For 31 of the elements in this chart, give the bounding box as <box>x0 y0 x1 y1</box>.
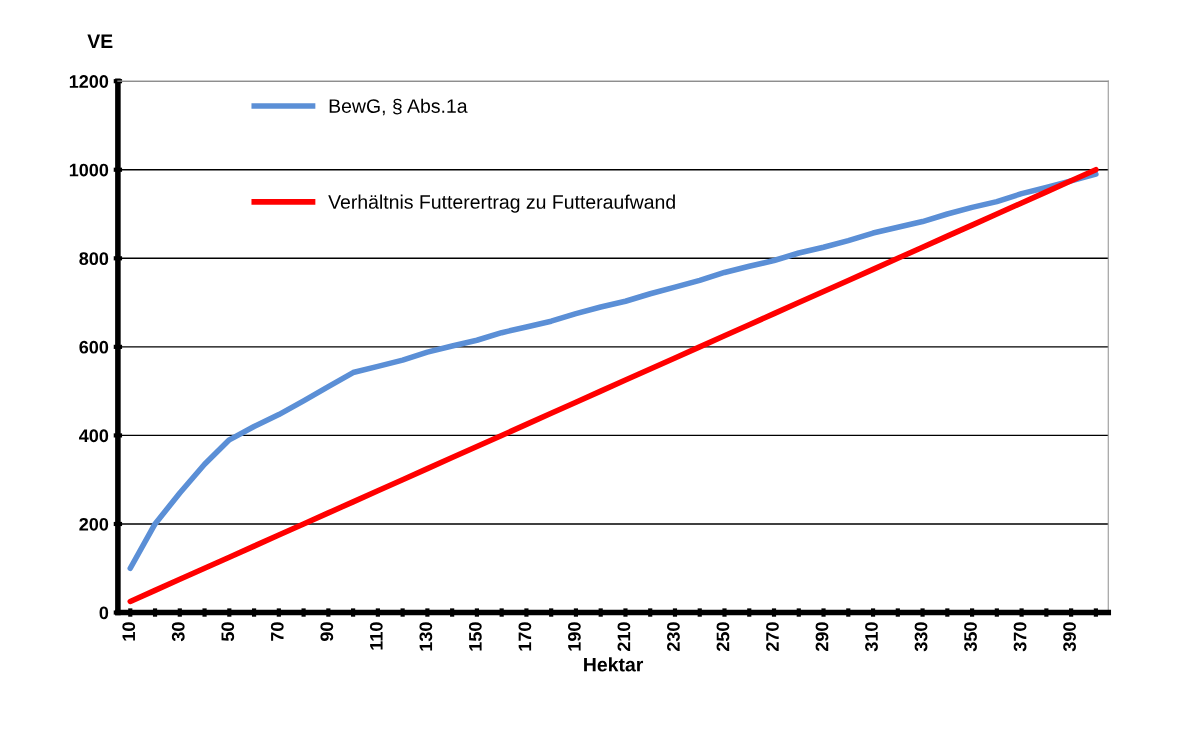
x-tick-label: 10 <box>122 622 136 641</box>
x-tick-label: 250 <box>716 622 730 652</box>
y-tick-label: 600 <box>79 340 109 354</box>
legend-label: Verhältnis Futterertrag zu Futteraufwand <box>328 194 675 213</box>
y-tick-label: 200 <box>79 517 109 531</box>
x-tick-label: 50 <box>221 622 235 642</box>
x-tick-label: 290 <box>815 622 829 652</box>
x-tick-label: 230 <box>667 622 680 652</box>
x-tick-label: 350 <box>964 622 977 652</box>
y-tick-label: 800 <box>79 252 109 266</box>
x-tick-label: 110 <box>369 622 383 650</box>
x-tick-label: 330 <box>914 622 928 652</box>
x-tick-label: 270 <box>766 622 779 652</box>
x-tick-label: 370 <box>1013 622 1027 652</box>
x-tick-label: 150 <box>468 622 482 651</box>
y-tick-label: 1000 <box>69 163 109 177</box>
x-tick-label: 30 <box>171 622 185 642</box>
x-tick-label: 210 <box>617 622 631 652</box>
legend-label: BewG, § Abs.1a <box>329 98 468 116</box>
x-tick-label: 170 <box>518 622 532 651</box>
x-tick-label: 390 <box>1063 622 1076 652</box>
y-axis-title: VE <box>87 34 113 48</box>
x-tick-label: 190 <box>568 622 581 651</box>
y-tick-label: 1200 <box>69 75 109 88</box>
y-tick-label: 0 <box>99 606 109 620</box>
y-tick-label: 400 <box>79 429 109 443</box>
x-tick-label: 70 <box>270 622 284 641</box>
x-tick-label: 130 <box>419 622 433 651</box>
x-axis-title: Hektar <box>584 657 644 672</box>
x-tick-label: 310 <box>865 622 878 652</box>
x-tick-label: 90 <box>320 622 334 642</box>
